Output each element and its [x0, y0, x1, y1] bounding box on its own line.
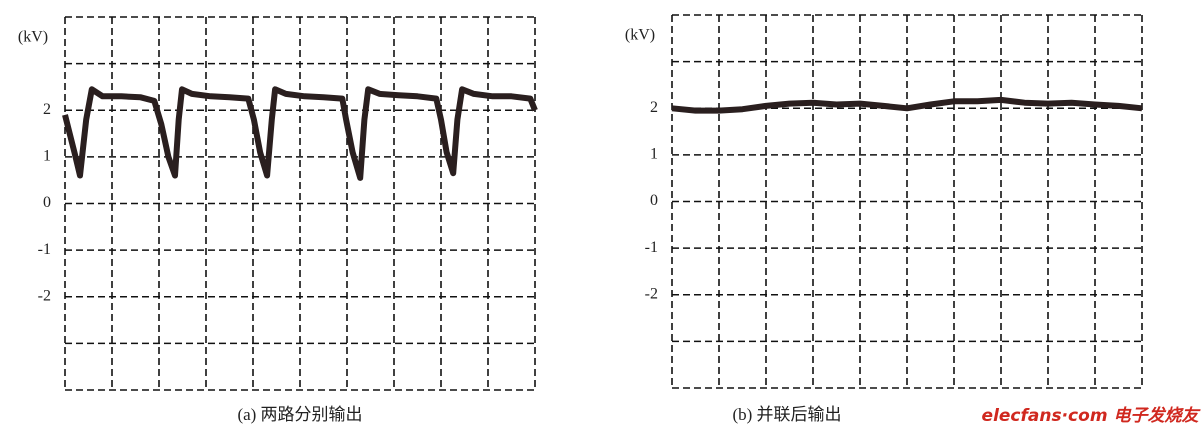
y-unit: (kV) — [18, 29, 48, 46]
y-tick-label: 0 — [43, 194, 51, 211]
y-tick-label: -2 — [645, 285, 658, 302]
caption: (a) 两路分别输出 — [237, 405, 362, 424]
y-tick-label: -1 — [38, 241, 51, 258]
y-tick-label: -1 — [645, 239, 658, 256]
y-tick-label: 1 — [43, 148, 51, 165]
y-tick-label: -2 — [38, 287, 51, 304]
y-tick-label: 2 — [43, 101, 51, 118]
waveform — [671, 96, 1143, 114]
y-tick-label: 1 — [650, 146, 658, 163]
watermark: elecfans·com 电子发烧友 — [982, 406, 1202, 426]
y-unit: (kV) — [625, 27, 655, 44]
y-tick-label: 0 — [650, 192, 658, 209]
waveform — [62, 86, 538, 181]
caption: (b) 并联后输出 — [732, 405, 841, 424]
y-tick-label: 2 — [650, 99, 658, 116]
